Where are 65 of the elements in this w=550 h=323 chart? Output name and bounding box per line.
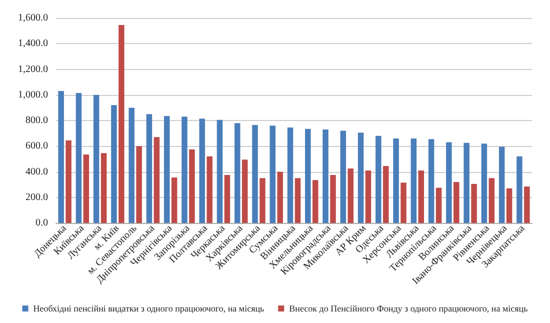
bar: [83, 154, 90, 223]
bar: [410, 138, 417, 223]
bar: [436, 188, 442, 223]
bar: [365, 170, 372, 223]
bar: [224, 174, 230, 223]
bar: [340, 130, 346, 223]
bar: [164, 116, 170, 223]
bar: [376, 136, 382, 223]
bar: [93, 94, 100, 223]
bar: [348, 168, 354, 223]
bar: [146, 114, 152, 223]
bar: [312, 180, 318, 223]
bar: [270, 126, 276, 223]
bar: [454, 182, 460, 223]
bar: [498, 146, 505, 223]
bar: [100, 153, 107, 223]
bar: [260, 178, 266, 223]
bar: [506, 188, 512, 223]
y-tick-label: 400.0: [26, 166, 48, 178]
bar: [358, 132, 364, 223]
bar: [393, 138, 399, 223]
bar: [136, 146, 142, 223]
bar: [305, 128, 311, 223]
bar: [171, 178, 178, 223]
bar: [66, 140, 72, 223]
y-tick-label: 600.0: [26, 140, 48, 152]
bar: [111, 105, 117, 223]
bar: [277, 172, 283, 223]
legend-label: Необхідні пенсійні видатки з одного працюючого, на місяць: [33, 304, 264, 314]
bar: [58, 91, 64, 223]
bar: [189, 149, 195, 223]
bar: [464, 142, 470, 223]
bar: [488, 178, 495, 223]
bar: [471, 184, 477, 223]
legend-label: Внесок до Пенсійного Фонду з одного працюючого, на місяць: [289, 304, 528, 314]
y-tick-label: 1,000.0: [18, 89, 48, 100]
bar: [383, 166, 389, 223]
bar: [524, 186, 530, 223]
bar: [128, 108, 134, 223]
bar: [252, 124, 258, 223]
bar: [118, 25, 124, 223]
y-tick-label: 1,200.0: [18, 64, 48, 75]
bar: [216, 120, 223, 223]
bar: [446, 142, 452, 223]
bar: [287, 128, 294, 223]
bar: [76, 92, 82, 223]
bar: [234, 123, 240, 223]
y-tick-label: 800.0: [26, 115, 48, 126]
y-tick-label: 1,400.0: [18, 38, 48, 50]
y-tick-label: 0.0: [36, 218, 48, 228]
bar: [330, 174, 336, 223]
bar: [199, 118, 205, 223]
bar: [322, 129, 328, 223]
bar: [481, 144, 488, 223]
bar: [182, 116, 188, 223]
y-tick-label: 1,600.0: [18, 12, 48, 24]
bar: [242, 160, 248, 223]
bar: [418, 170, 424, 223]
bar: [294, 178, 301, 223]
bar: [400, 182, 406, 223]
y-tick-label: 200.0: [26, 192, 48, 203]
bar: [428, 139, 434, 223]
bar: [154, 137, 160, 223]
bar: [516, 156, 522, 223]
bar: [206, 156, 212, 223]
